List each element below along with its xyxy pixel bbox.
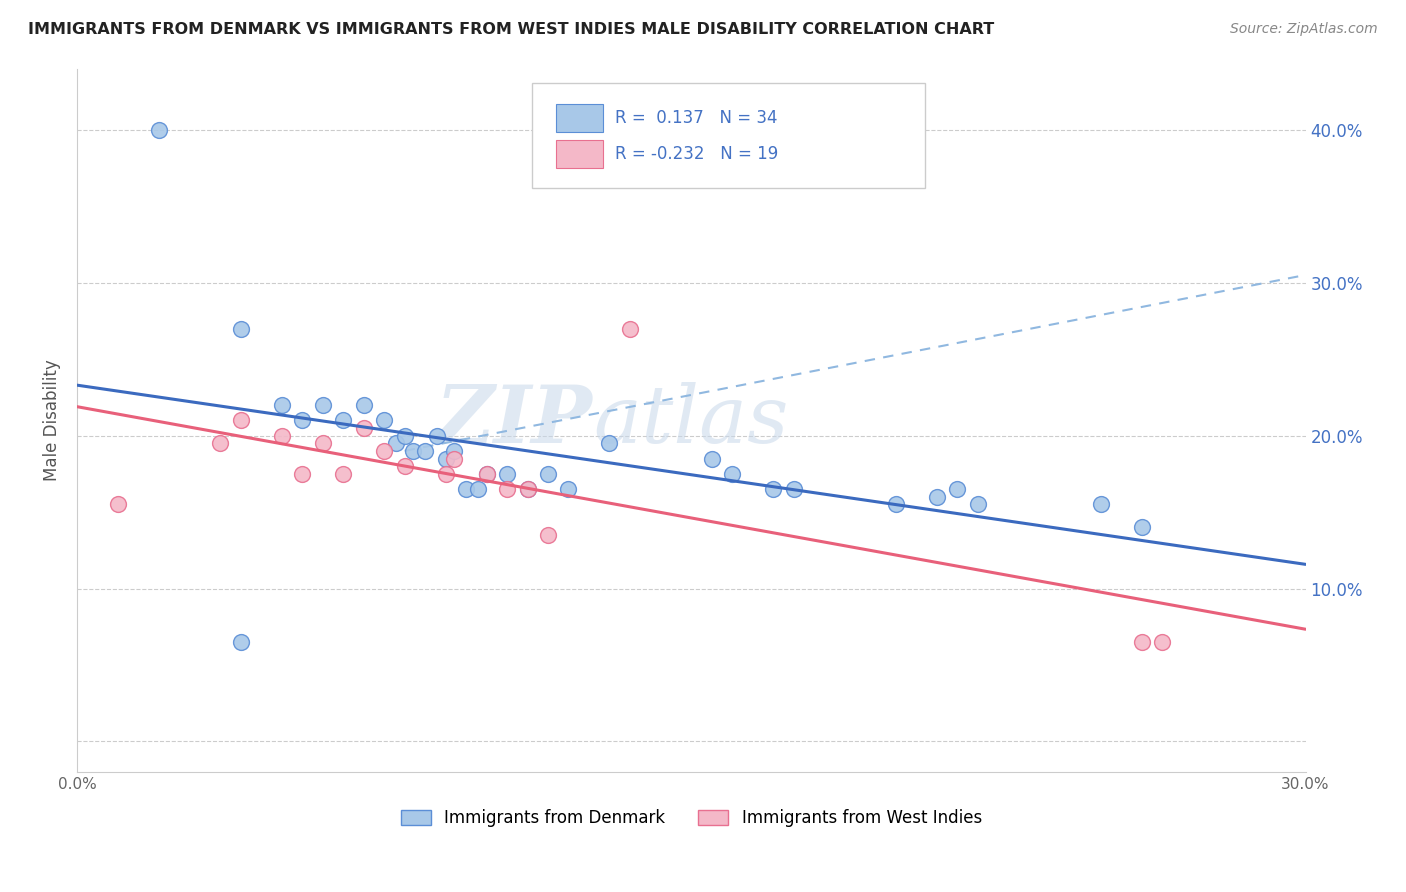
- Point: [475, 467, 498, 481]
- Point: [443, 451, 465, 466]
- Point: [721, 467, 744, 481]
- Point: [700, 451, 723, 466]
- Point: [516, 482, 538, 496]
- Point: [312, 398, 335, 412]
- Text: IMMIGRANTS FROM DENMARK VS IMMIGRANTS FROM WEST INDIES MALE DISABILITY CORRELATI: IMMIGRANTS FROM DENMARK VS IMMIGRANTS FR…: [28, 22, 994, 37]
- Point: [434, 451, 457, 466]
- Text: R = -0.232   N = 19: R = -0.232 N = 19: [616, 145, 779, 163]
- Point: [782, 482, 804, 496]
- Point: [619, 321, 641, 335]
- Y-axis label: Male Disability: Male Disability: [44, 359, 60, 481]
- Point: [467, 482, 489, 496]
- Point: [394, 459, 416, 474]
- Point: [1152, 635, 1174, 649]
- Point: [496, 482, 519, 496]
- Point: [385, 436, 408, 450]
- Point: [332, 467, 354, 481]
- Point: [270, 398, 292, 412]
- Point: [884, 497, 907, 511]
- Point: [229, 321, 252, 335]
- Point: [762, 482, 785, 496]
- Point: [967, 497, 990, 511]
- Point: [946, 482, 969, 496]
- FancyBboxPatch shape: [531, 83, 925, 188]
- Point: [516, 482, 538, 496]
- Point: [443, 443, 465, 458]
- Point: [373, 443, 395, 458]
- Legend: Immigrants from Denmark, Immigrants from West Indies: Immigrants from Denmark, Immigrants from…: [394, 803, 988, 834]
- Bar: [557, 140, 603, 169]
- Text: ZIP: ZIP: [436, 382, 593, 459]
- Point: [413, 443, 436, 458]
- Point: [229, 635, 252, 649]
- Point: [270, 428, 292, 442]
- Text: R =  0.137   N = 34: R = 0.137 N = 34: [616, 109, 778, 127]
- Point: [402, 443, 425, 458]
- Point: [312, 436, 335, 450]
- Point: [394, 428, 416, 442]
- Point: [229, 413, 252, 427]
- Point: [332, 413, 354, 427]
- Text: Source: ZipAtlas.com: Source: ZipAtlas.com: [1230, 22, 1378, 37]
- Point: [537, 528, 560, 542]
- Text: atlas: atlas: [593, 382, 789, 459]
- Point: [475, 467, 498, 481]
- Point: [148, 122, 170, 136]
- Point: [373, 413, 395, 427]
- Point: [598, 436, 620, 450]
- Point: [426, 428, 449, 442]
- Point: [353, 421, 375, 435]
- Point: [557, 482, 579, 496]
- Point: [434, 467, 457, 481]
- Point: [107, 497, 129, 511]
- Point: [291, 467, 314, 481]
- Point: [496, 467, 519, 481]
- Point: [291, 413, 314, 427]
- Bar: [557, 103, 603, 132]
- Point: [1130, 520, 1153, 534]
- Point: [456, 482, 478, 496]
- Point: [353, 398, 375, 412]
- Point: [925, 490, 948, 504]
- Point: [1090, 497, 1112, 511]
- Point: [537, 467, 560, 481]
- Point: [1130, 635, 1153, 649]
- Point: [209, 436, 232, 450]
